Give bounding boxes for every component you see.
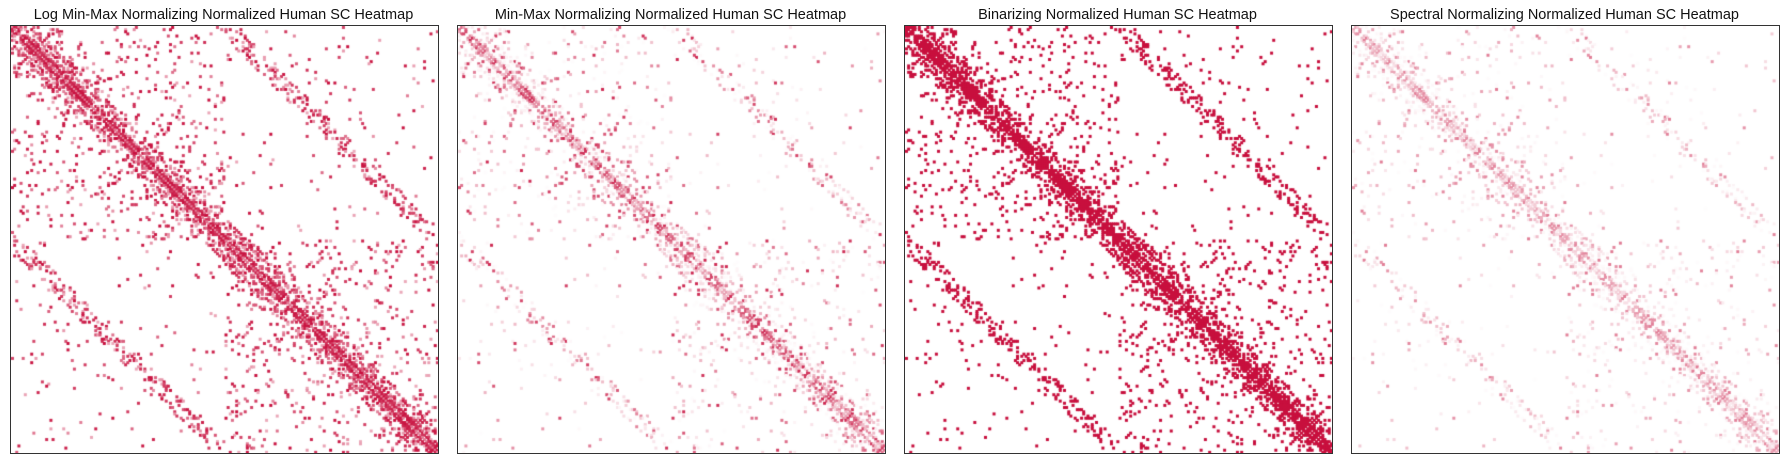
chart-title: Log Min-Max Normalizing Normalized Human… [33,7,414,23]
chart-title: Min-Max Normalizing Normalized Human SC … [494,7,847,23]
heatmap-panel-log-minmax: Log Min-Max Normalizing Normalized Human… [0,0,447,467]
plot-area [457,25,886,454]
chart-title: Spectral Normalizing Normalized Human SC… [1390,7,1739,23]
heatmap-cells [905,26,1332,453]
plot-area [10,25,439,454]
heatmap-cells [11,26,438,453]
chart-title: Binarizing Normalized Human SC Heatmap [978,7,1257,23]
heatmap-cells [1352,26,1779,453]
plot-area [904,25,1333,454]
heatmap-panel-binary: Binarizing Normalized Human SC Heatmap [894,0,1341,467]
heatmap-panel-minmax: Min-Max Normalizing Normalized Human SC … [447,0,894,467]
heatmap-panel-spectral: Spectral Normalizing Normalized Human SC… [1341,0,1788,467]
plot-area [1351,25,1780,454]
heatmap-cells [458,26,885,453]
